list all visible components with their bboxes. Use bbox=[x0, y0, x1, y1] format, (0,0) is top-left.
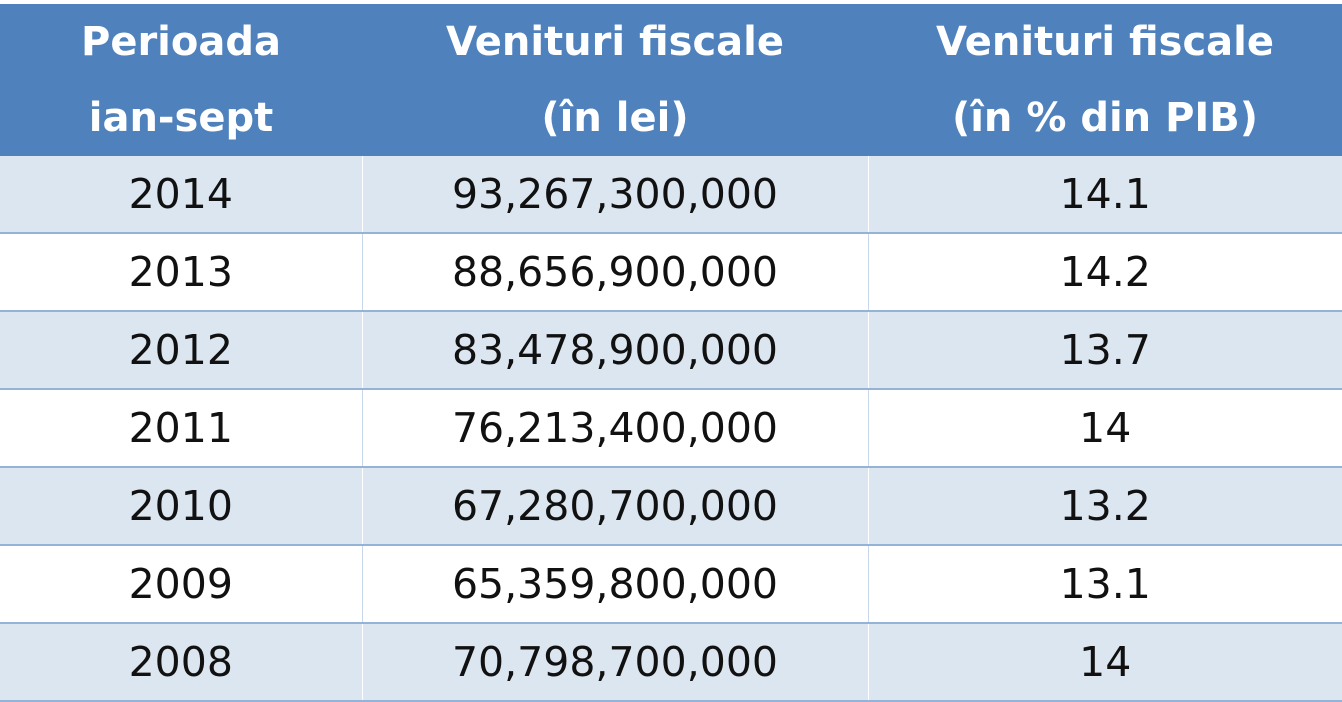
table-cell: 13.7 bbox=[867, 311, 1342, 390]
header-line: ian-sept bbox=[88, 95, 274, 141]
table-cell: 2012 bbox=[0, 311, 362, 390]
header-line: Venituri fiscale bbox=[445, 19, 785, 65]
table-cell: 76,213,400,000 bbox=[361, 389, 868, 468]
table-row: 2012 83,478,900,000 13.7 bbox=[0, 311, 1342, 390]
header-line: (în % din PIB) bbox=[951, 95, 1259, 141]
table-row: 2013 88,656,900,000 14.2 bbox=[0, 233, 1342, 312]
table-body: 2014 93,267,300,000 14.1 2013 88,656,900,000… bbox=[0, 156, 1342, 702]
table-cell: 93,267,300,000 bbox=[361, 156, 868, 234]
table-cell: 2009 bbox=[0, 545, 362, 624]
header-line: Venituri fiscale bbox=[935, 19, 1275, 65]
table-header: Perioada ian-sept Venituri fiscale (în lei)… bbox=[0, 4, 1342, 156]
table-row: 2008 70,798,700,000 14 bbox=[0, 623, 1342, 702]
table-cell: 14.2 bbox=[867, 233, 1342, 312]
table-row: 2011 76,213,400,000 14 bbox=[0, 389, 1342, 468]
table-row: 2009 65,359,800,000 13.1 bbox=[0, 545, 1342, 624]
table-cell: 83,478,900,000 bbox=[361, 311, 868, 390]
table-container: Perioada ian-sept Venituri fiscale (în lei)… bbox=[0, 4, 1342, 702]
table-cell: 13.1 bbox=[867, 545, 1342, 624]
revenue-table: Perioada ian-sept Venituri fiscale (în lei)… bbox=[0, 4, 1342, 702]
header-cell: Venituri fiscale (în lei) bbox=[362, 4, 868, 156]
table-cell: 2011 bbox=[0, 389, 362, 468]
table-row: 2014 93,267,300,000 14.1 bbox=[0, 156, 1342, 234]
table-cell: 67,280,700,000 bbox=[361, 467, 868, 546]
header-line: Perioada bbox=[81, 19, 281, 65]
header-cell: Venituri fiscale (în % din PIB) bbox=[868, 4, 1342, 156]
table-cell: 70,798,700,000 bbox=[361, 623, 868, 702]
table-cell: 13.2 bbox=[867, 467, 1342, 546]
table-cell: 14 bbox=[867, 389, 1342, 468]
table-cell: 2010 bbox=[0, 467, 362, 546]
table-cell: 2014 bbox=[0, 156, 362, 234]
header-line: (în lei) bbox=[541, 95, 689, 141]
table-cell: 2013 bbox=[0, 233, 362, 312]
table-cell: 14.1 bbox=[867, 156, 1342, 234]
header-row: Perioada ian-sept Venituri fiscale (în lei)… bbox=[0, 4, 1342, 156]
table-cell: 65,359,800,000 bbox=[361, 545, 868, 624]
table-row: 2010 67,280,700,000 13.2 bbox=[0, 467, 1342, 546]
table-cell: 88,656,900,000 bbox=[361, 233, 868, 312]
header-cell: Perioada ian-sept bbox=[0, 4, 362, 156]
table-cell: 14 bbox=[867, 623, 1342, 702]
table-cell: 2008 bbox=[0, 623, 362, 702]
